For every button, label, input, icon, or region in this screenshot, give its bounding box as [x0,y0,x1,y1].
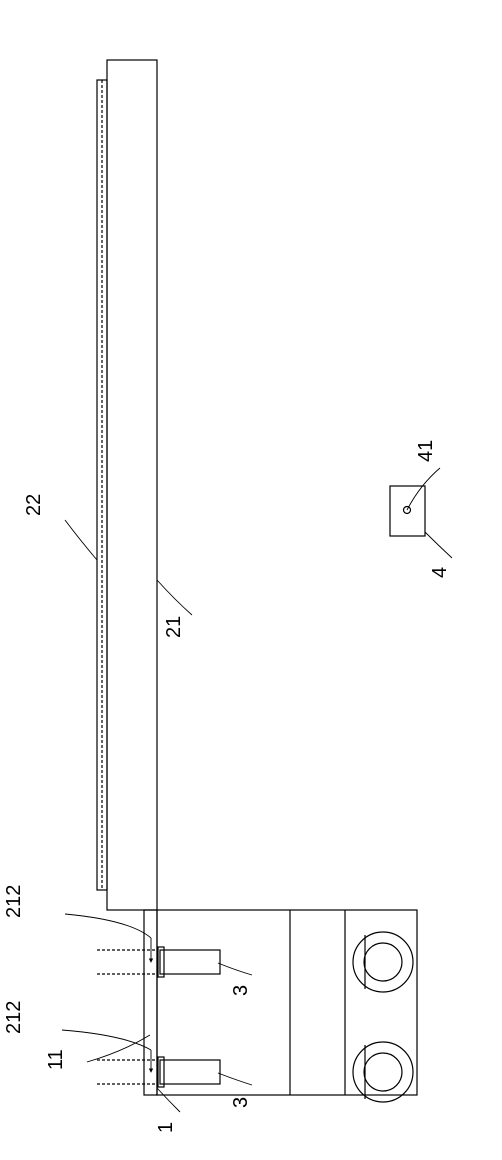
technical-diagram: 222121221233111414 [0,0,502,1160]
part-4-block [390,486,425,536]
label-l3b: 3 [230,1097,252,1108]
label-l212a: 212 [3,885,25,918]
label-l21: 21 [163,616,185,638]
part-3-screw-a [158,947,220,977]
part-1-base [144,910,417,1095]
leader-lines [62,468,452,1112]
label-l1: 1 [155,1122,177,1133]
part-22-strip [97,80,107,890]
part-21-bar [107,60,157,910]
label-l11: 11 [45,1049,67,1070]
label-l4: 4 [429,567,451,578]
label-l3a: 3 [230,985,252,996]
part-212-hole-a [97,950,157,974]
ring-a [353,932,413,992]
label-l212b: 212 [3,1001,25,1034]
label-l41: 41 [415,440,437,462]
part-212-hole-b [97,1060,157,1084]
ring-b [353,1042,413,1102]
reference-labels: 222121221233111414 [3,440,451,1133]
part-3-screw-b [158,1057,220,1087]
label-l22: 22 [23,494,45,516]
